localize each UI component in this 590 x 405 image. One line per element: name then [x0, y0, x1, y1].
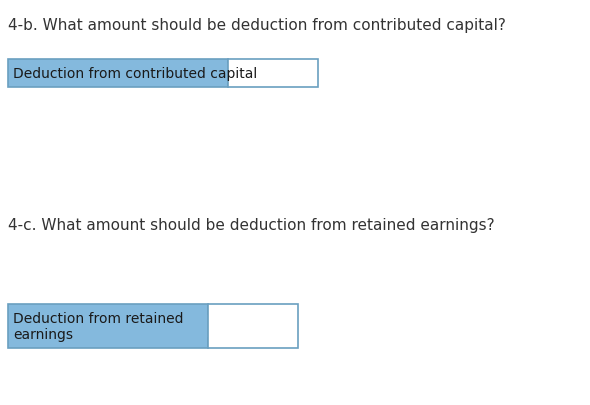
- Polygon shape: [228, 64, 236, 83]
- Bar: [8, 60, 228, 88]
- Text: 4-c. What amount should be deduction from retained earnings?: 4-c. What amount should be deduction fro…: [8, 217, 494, 232]
- Text: Deduction from contributed capital: Deduction from contributed capital: [13, 67, 257, 81]
- Bar: [208, 304, 298, 348]
- Polygon shape: [208, 315, 216, 337]
- Text: 4-b. What amount should be deduction from contributed capital?: 4-b. What amount should be deduction fro…: [8, 18, 506, 33]
- Bar: [228, 60, 318, 88]
- Text: Deduction from retained
earnings: Deduction from retained earnings: [13, 311, 183, 341]
- Bar: [8, 304, 208, 348]
